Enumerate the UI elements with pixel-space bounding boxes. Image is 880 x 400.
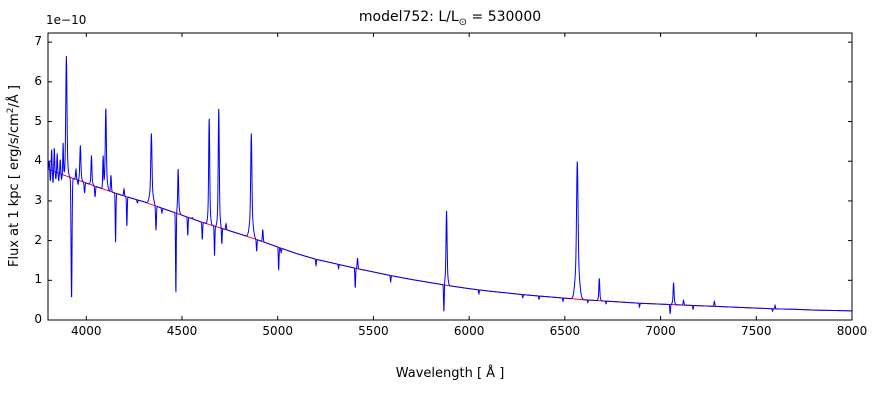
x-tick-label: 7000: [645, 324, 676, 338]
plot-title: model752: L/L⊙ = 530000: [48, 9, 852, 28]
y-axis-label-exponent: 2: [6, 107, 16, 114]
x-axis-label: Wavelength [ Å ]: [395, 366, 505, 381]
x-tick-label: 5500: [358, 324, 389, 338]
spectrum-line: [47, 56, 852, 314]
y-tick-label: 6: [34, 73, 42, 88]
y-axis-label-units: /Å ]: [7, 85, 22, 108]
x-tick-label: 4000: [71, 324, 102, 338]
y-tick-label: 3: [34, 192, 42, 207]
y-tick-label: 1: [34, 272, 42, 287]
continuum-line: [47, 168, 853, 312]
x-tick-label: 6500: [549, 324, 581, 338]
y-axis-offset-text: 1e−10: [46, 13, 87, 27]
y-tick-label: 4: [34, 153, 42, 168]
solar-symbol: ⊙: [458, 17, 468, 28]
y-tick-label: 5: [34, 113, 42, 128]
plot-border: [47, 32, 853, 321]
x-tick-label: 6000: [453, 324, 485, 338]
y-tick-label: 2: [34, 232, 42, 247]
x-tick-label: 5000: [262, 324, 293, 338]
x-tick-label: 7500: [741, 324, 772, 338]
x-tick-label: 8000: [836, 324, 868, 338]
plot-title-value: = 530000: [467, 9, 542, 25]
y-tick-label: 0: [34, 312, 42, 326]
x-tick-label: 4500: [166, 324, 198, 338]
axis-ticks: [48, 33, 853, 321]
y-tick-label: 7: [34, 34, 42, 49]
plot-title-text: model752: L/L: [358, 9, 459, 25]
